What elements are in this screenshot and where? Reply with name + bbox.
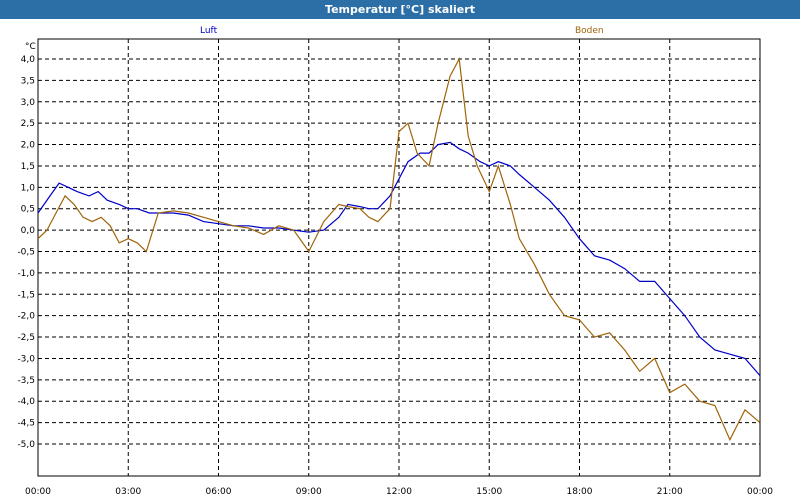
y-tick-label: 4,0	[21, 55, 36, 65]
series-line-boden	[37, 57, 761, 442]
y-axis-unit: °C	[25, 42, 36, 52]
legend-boden: Boden	[575, 26, 604, 36]
y-tick-label: 1,0	[21, 183, 36, 193]
x-tick-time: 18:00	[567, 487, 593, 497]
y-tick-label: 1,5	[21, 162, 35, 172]
y-tick-label: -3,5	[17, 376, 35, 386]
series-line-luft	[37, 141, 761, 376]
temperature-chart: 4,0 3,5 3,0 2,5 2,0 1,5 1,0 0,5 0,0 -0,5 -1,0 -1,5 -…	[17, 26, 773, 497]
x-tick-time: 15:00	[476, 487, 502, 497]
y-tick-label: -4,5	[17, 419, 35, 429]
y-tick-label: 0,5	[21, 205, 35, 215]
y-tick-label: -1,5	[17, 290, 35, 300]
y-tick-label: -5,0	[17, 440, 35, 450]
y-tick-label: 2,5	[21, 119, 35, 129]
y-tick-label: 0,0	[21, 226, 36, 236]
y-tick-label: -2,5	[17, 333, 35, 343]
x-tick-time: 00:00	[25, 487, 51, 497]
x-tick-time: 12:00	[386, 487, 412, 497]
legend-luft: Luft	[200, 26, 218, 36]
y-tick-label: 2,0	[21, 141, 36, 151]
y-tick-label: -1,0	[17, 269, 35, 279]
y-tick-label: 3,0	[21, 98, 36, 108]
chart-title: Temperatur [°C] skaliert	[0, 0, 800, 19]
y-tick-label: -2,0	[17, 312, 35, 322]
x-tick-time: 06:00	[206, 487, 232, 497]
y-tick-label: -0,5	[17, 248, 35, 258]
x-tick-time: 00:00	[747, 487, 773, 497]
y-tick-label: -3,0	[17, 354, 35, 364]
x-tick-time: 03:00	[115, 487, 141, 497]
y-tick-label: 3,5	[21, 76, 35, 86]
x-tick-time: 09:00	[296, 487, 322, 497]
y-tick-label: -4,0	[17, 397, 35, 407]
x-tick-time: 21:00	[657, 487, 683, 497]
